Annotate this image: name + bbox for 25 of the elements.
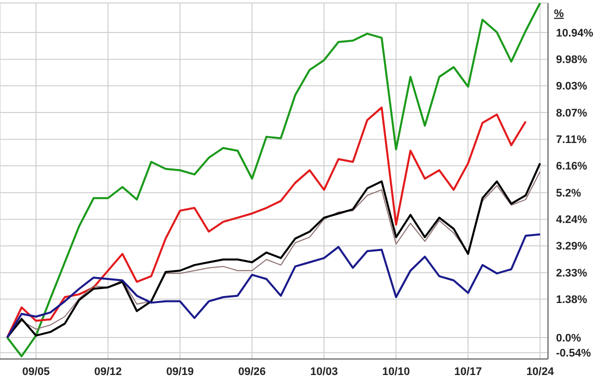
line-series [6, 233, 542, 339]
x-tick-label: 09/19 [166, 366, 194, 378]
y-axis-title: % [554, 8, 564, 20]
y-tick-label: 10.94% [556, 27, 594, 40]
y-tick-label: 0.0% [556, 332, 582, 344]
y-tick-label: 9.03% [556, 80, 588, 93]
line-series [6, 3, 542, 358]
x-tick-label: 10/03 [310, 366, 338, 378]
y-tick-label: -0.54% [556, 347, 592, 360]
y-tick-label: 9.98% [556, 54, 588, 66]
x-tick-label: 09/12 [94, 366, 122, 378]
x-tick-label: 10/17 [454, 366, 482, 378]
y-tick-label: 3.29% [556, 240, 588, 253]
y-tick-label: 4.24% [556, 214, 588, 226]
x-tick-label: 09/26 [238, 366, 266, 378]
y-tick-label: 2.33% [556, 267, 588, 280]
y-tick-label: 1.38% [556, 294, 588, 306]
y-tick-label: 7.11% [556, 134, 587, 146]
y-tick-label: 5.2% [556, 187, 582, 200]
line-series [6, 106, 527, 339]
x-tick-label: 10/24 [526, 366, 555, 378]
y-tick-label: 8.07% [556, 107, 588, 120]
y-tick-label: 6.16% [556, 160, 588, 173]
x-tick-label: 10/10 [382, 366, 410, 378]
x-tick-label: 09/05 [22, 366, 50, 378]
